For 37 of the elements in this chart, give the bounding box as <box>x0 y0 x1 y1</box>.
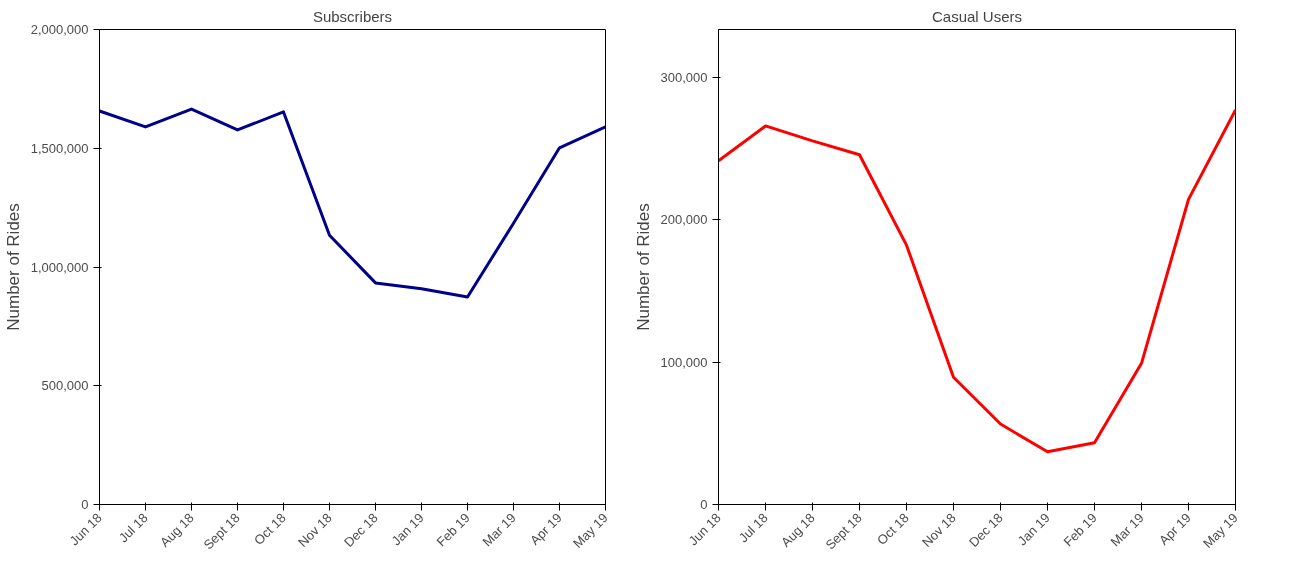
x-tick-label: Jul 18 <box>735 510 771 546</box>
y-axis-title: Number of Rides <box>3 203 23 331</box>
x-tick-label: Mar 19 <box>1107 510 1147 550</box>
x-tick-label: Feb 19 <box>1060 510 1100 550</box>
y-tick-label: 0 <box>81 497 89 512</box>
y-tick-label: 1,000,000 <box>30 259 89 275</box>
y-axis-title: Number of Rides <box>633 203 653 331</box>
chart-title: Casual Users <box>931 7 1023 25</box>
x-tick-label: Mar 19 <box>479 510 519 550</box>
y-tick-label: 100,000 <box>660 354 708 370</box>
x-tick-label: Apr 19 <box>527 510 565 548</box>
x-tick-label: Jan 19 <box>1014 510 1053 549</box>
x-tick-label: Nov 18 <box>295 510 335 550</box>
x-tick-label: Jul 18 <box>115 510 151 546</box>
x-tick-label: Apr 19 <box>1156 510 1194 548</box>
y-tick-label: 1,500,000 <box>30 140 89 156</box>
x-tick-label: Feb 19 <box>433 510 473 550</box>
x-tick-label: May 19 <box>570 510 611 551</box>
x-tick-label: Jun 18 <box>685 510 724 549</box>
x-tick-label: Nov 18 <box>919 510 959 550</box>
x-tick-label: Oct 18 <box>251 510 289 548</box>
x-tick-label: Dec 18 <box>966 510 1006 550</box>
y-tick-label: 0 <box>700 497 708 512</box>
y-tick-label: 500,000 <box>41 378 89 394</box>
x-tick-label: Aug 18 <box>778 510 818 550</box>
x-tick-label: Oct 18 <box>874 510 912 548</box>
x-tick-label: Dec 18 <box>341 510 381 550</box>
x-tick-label: May 19 <box>1200 510 1241 551</box>
x-tick-label: Aug 18 <box>157 510 197 550</box>
x-tick-label: Jun 18 <box>66 510 105 549</box>
chart-title: Subscribers <box>312 7 393 25</box>
x-tick-label: Jan 19 <box>388 510 427 549</box>
y-tick-label: 200,000 <box>660 212 708 228</box>
line-series <box>718 108 1236 454</box>
y-tick-label: 2,000,000 <box>30 22 89 37</box>
line-series <box>99 107 606 299</box>
y-tick-label: 300,000 <box>660 69 708 85</box>
